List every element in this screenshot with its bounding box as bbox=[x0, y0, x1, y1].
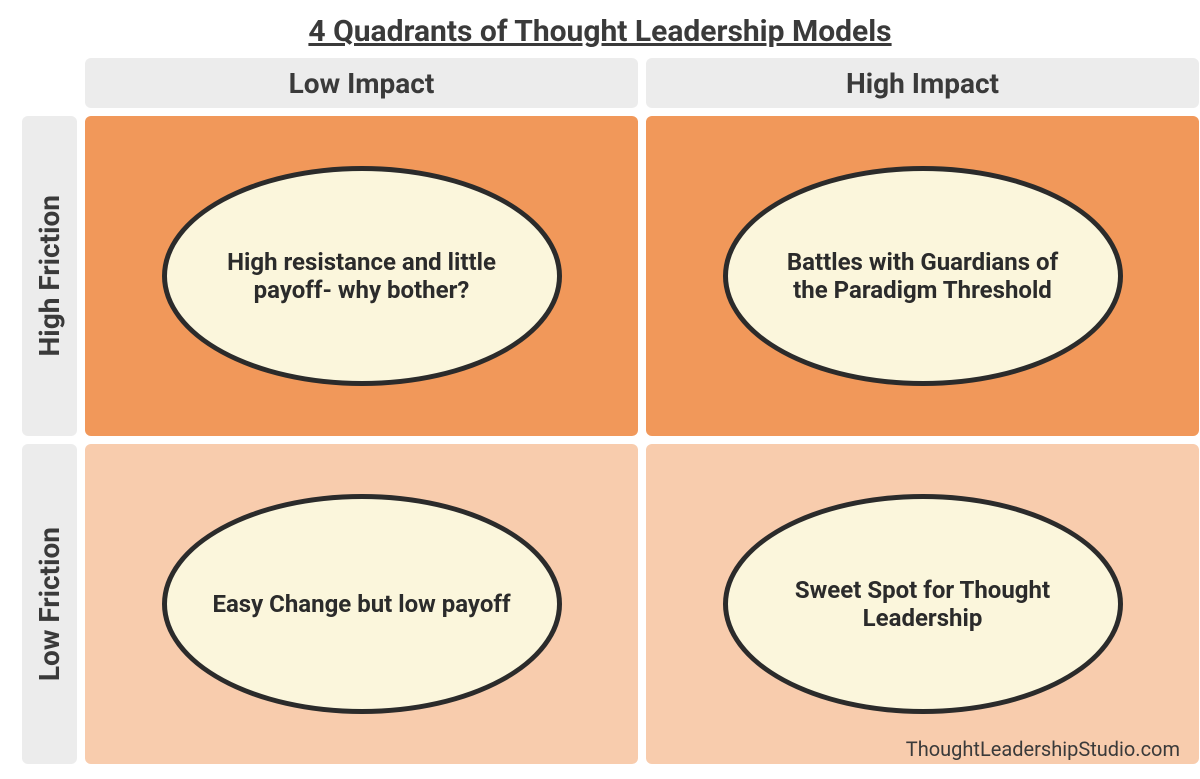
row-header-high-friction: High Friction bbox=[22, 116, 77, 436]
quadrant-cell: Sweet Spot for Thought Leadership bbox=[646, 444, 1199, 764]
column-header-high-impact: High Impact bbox=[646, 58, 1199, 108]
quadrant-text: Battles with Guardians of the Paradigm T… bbox=[768, 248, 1078, 304]
row-header-low-friction: Low Friction bbox=[22, 444, 77, 764]
quadrant-cell: High resistance and little payoff- why b… bbox=[85, 116, 638, 436]
quadrant-text: Easy Change but low payoff bbox=[212, 590, 510, 618]
column-header-label: Low Impact bbox=[289, 67, 435, 100]
quadrant-cell: Battles with Guardians of the Paradigm T… bbox=[646, 116, 1199, 436]
quadrant-ellipse: Easy Change but low payoff bbox=[162, 494, 562, 714]
quadrant-text: High resistance and little payoff- why b… bbox=[207, 248, 517, 304]
quadrant-cell: Easy Change but low payoff bbox=[85, 444, 638, 764]
quadrant-ellipse: Battles with Guardians of the Paradigm T… bbox=[723, 166, 1123, 386]
column-header-low-impact: Low Impact bbox=[85, 58, 638, 108]
attribution-text: ThoughtLeadershipStudio.com bbox=[906, 737, 1180, 761]
column-header-label: High Impact bbox=[846, 67, 999, 100]
diagram-title: 4 Quadrants of Thought Leadership Models bbox=[0, 14, 1200, 49]
quadrant-ellipse: High resistance and little payoff- why b… bbox=[162, 166, 562, 386]
quadrant-ellipse: Sweet Spot for Thought Leadership bbox=[723, 494, 1123, 714]
row-header-label: Low Friction bbox=[33, 527, 66, 681]
quadrant-text: Sweet Spot for Thought Leadership bbox=[768, 576, 1078, 632]
row-header-label: High Friction bbox=[33, 195, 66, 356]
